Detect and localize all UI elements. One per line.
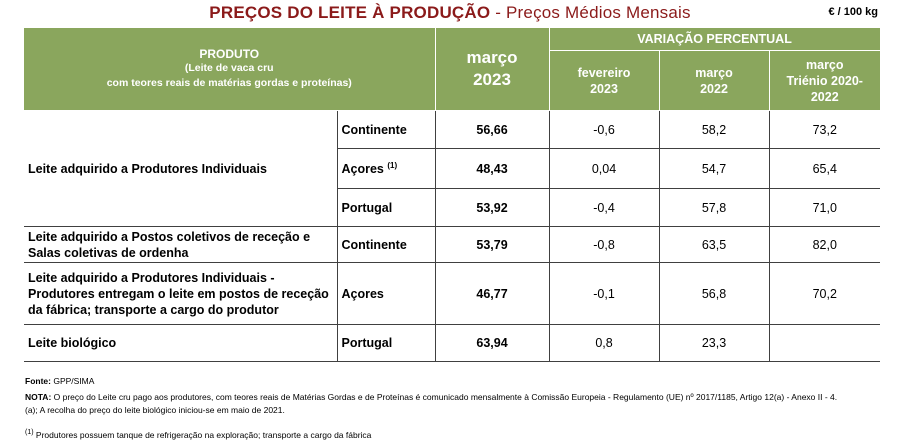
title-sub: - Preços Médios Mensais	[490, 3, 691, 22]
var-trienio-cell: 65,4	[769, 148, 881, 189]
var-trienio-cell: 82,0	[769, 226, 881, 263]
region-cell: Açores (1)	[336, 148, 436, 189]
table-row: Leite adquirido a Postos coletivos de re…	[24, 226, 881, 263]
var-marco-cell: 54,7	[659, 148, 770, 189]
table-row: Portugal 53,92 -0,4 57,8 71,0	[24, 188, 881, 227]
price-cell: 46,77	[435, 262, 550, 325]
header-month: março 2023	[435, 28, 550, 111]
var-trienio-cell: 73,2	[769, 110, 881, 149]
product-cell: Leite biológico	[24, 324, 337, 362]
price-cell: 53,92	[435, 188, 550, 227]
header-col-marco-2022: março 2022	[659, 50, 770, 111]
var-fevereiro-cell: -0,1	[549, 262, 660, 325]
var-fevereiro-cell: -0,8	[549, 226, 660, 263]
var-trienio-cell	[769, 324, 881, 362]
var-fevereiro-cell: -0,4	[549, 188, 660, 227]
product-cell: Leite adquirido a Produtores Individuais	[24, 110, 337, 227]
var-marco-cell: 23,3	[659, 324, 770, 362]
header-col-trienio: março Triénio 2020- 2022	[769, 50, 881, 111]
header-col-fevereiro: fevereiro 2023	[549, 50, 660, 111]
product-cell: Leite adquirido a Postos coletivos de re…	[24, 226, 337, 263]
region-cell: Portugal	[336, 188, 436, 227]
var-trienio-cell: 71,0	[769, 188, 881, 227]
table-row: Açores (1) 48,43 0,04 54,7 65,4	[24, 148, 881, 189]
title-main: PREÇOS DO LEITE À PRODUÇÃO	[209, 3, 491, 22]
price-cell: 56,66	[435, 110, 550, 149]
source-note: Fonte: GPP/SIMA	[25, 376, 95, 386]
var-marco-cell: 63,5	[659, 226, 770, 263]
price-cell: 63,94	[435, 324, 550, 362]
table-row: Leite adquirido a Produtores Individuais…	[24, 110, 881, 227]
table-row: Leite biológico Portugal 63,94 0,8 23,3	[24, 324, 881, 362]
unit-label: € / 100 kg	[828, 6, 878, 18]
header-variacao: VARIAÇÃO PERCENTUAL	[549, 28, 881, 51]
table-row: Leite adquirido a Produtores Individuais…	[24, 262, 881, 325]
footnote-1: (1) Produtores possuem tanque de refrige…	[25, 429, 372, 440]
region-cell: Continente	[336, 110, 436, 149]
price-cell: 48,43	[435, 148, 550, 189]
footnote-marker: (1)	[387, 160, 398, 170]
region-cell: Continente	[336, 226, 436, 263]
header-produto: PRODUTO (Leite de vaca cru com teores re…	[24, 28, 436, 111]
var-marco-cell: 57,8	[659, 188, 770, 227]
price-cell: 53,79	[435, 226, 550, 263]
general-note: NOTA: O preço do Leite cru pago aos prod…	[25, 392, 838, 415]
price-table: PRODUTO (Leite de vaca cru com teores re…	[24, 28, 881, 362]
var-fevereiro-cell: 0,8	[549, 324, 660, 362]
var-marco-cell: 56,8	[659, 262, 770, 325]
product-cell: Leite adquirido a Produtores Individuais…	[24, 262, 337, 325]
region-cell: Açores	[336, 262, 436, 325]
page-title: PREÇOS DO LEITE À PRODUÇÃO - Preços Médi…	[0, 3, 900, 23]
var-fevereiro-cell: -0,6	[549, 110, 660, 149]
var-trienio-cell: 70,2	[769, 262, 881, 325]
region-cell: Portugal	[336, 324, 436, 362]
var-marco-cell: 58,2	[659, 110, 770, 149]
var-fevereiro-cell: 0,04	[549, 148, 660, 189]
